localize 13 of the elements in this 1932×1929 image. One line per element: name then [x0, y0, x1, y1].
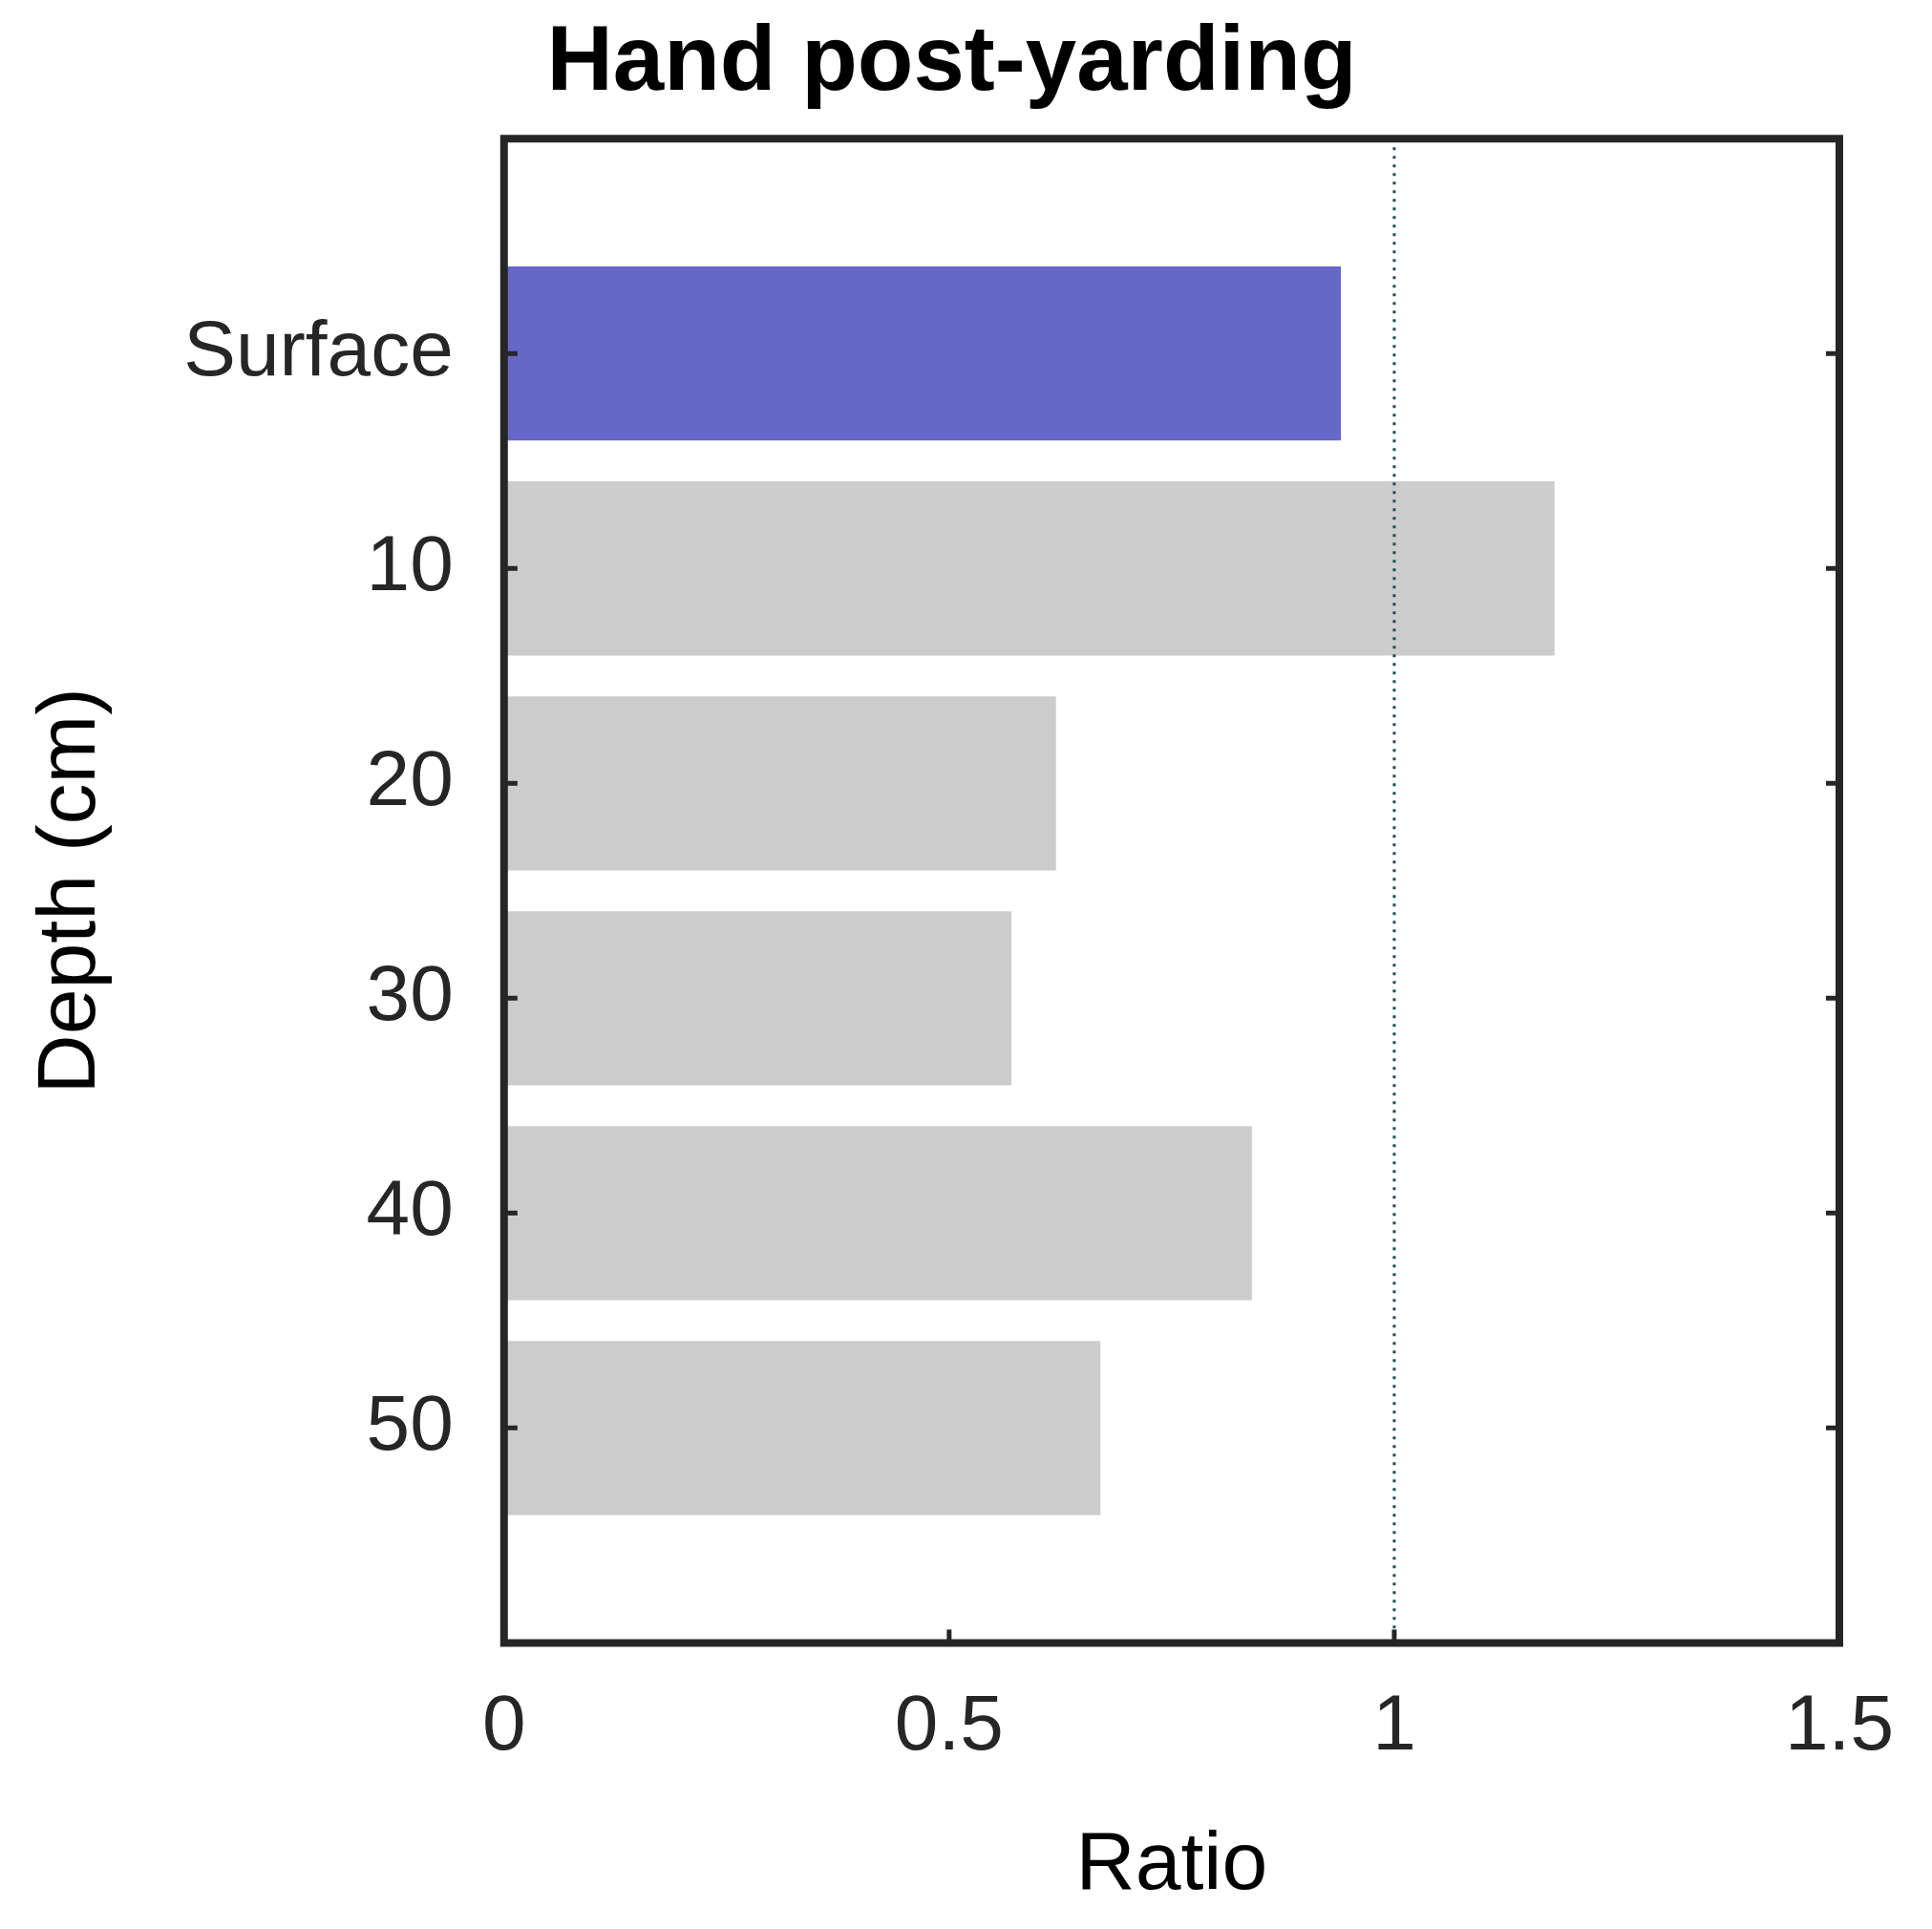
y-tick-label: 30	[366, 948, 454, 1036]
chart-title: Hand post-yarding	[546, 7, 1357, 110]
y-tick-label: 10	[366, 519, 454, 606]
y-tick-label: 50	[366, 1378, 454, 1466]
x-tick-label: 0.5	[894, 1679, 1004, 1767]
x-tick-label: 0	[481, 1679, 526, 1767]
y-axis-title: Depth (cm)	[20, 688, 113, 1094]
y-tick-label: Surface	[183, 304, 454, 392]
y-tick-label: 20	[366, 733, 454, 821]
x-tick-label: 1.5	[1785, 1679, 1894, 1767]
y-tick-label: 40	[366, 1163, 454, 1251]
x-axis-title: Ratio	[1075, 1814, 1268, 1907]
x-tick-label: 1	[1372, 1679, 1416, 1767]
